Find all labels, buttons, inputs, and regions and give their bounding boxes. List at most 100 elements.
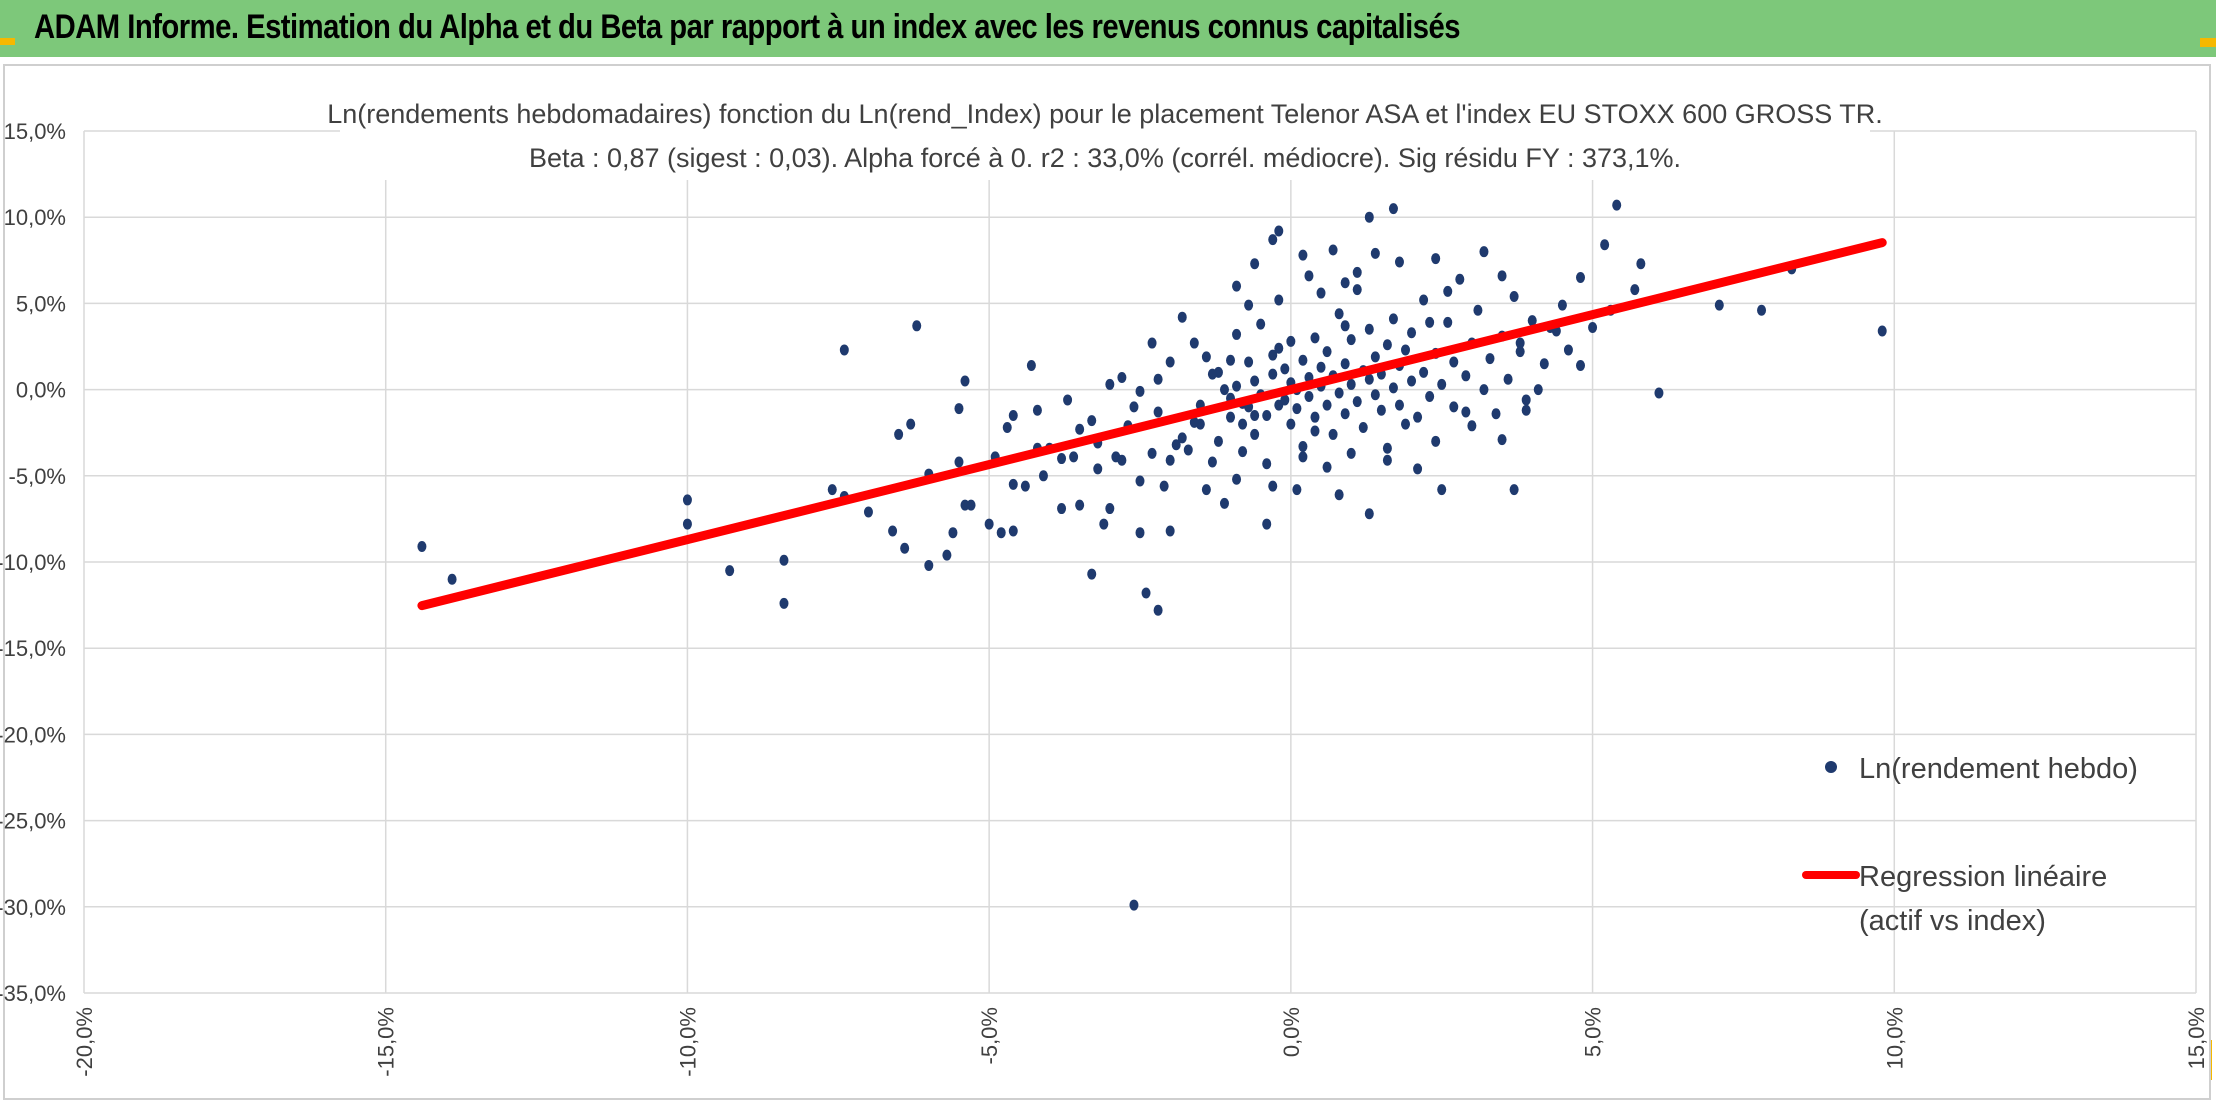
scatter-point xyxy=(1352,284,1362,296)
legend-regression-label-line1: Regression linéaire xyxy=(1859,861,2107,893)
scatter-point xyxy=(1437,378,1447,390)
scatter-point xyxy=(725,565,735,577)
scatter-point xyxy=(948,527,958,539)
scatter-point xyxy=(1316,361,1326,373)
scatter-point xyxy=(1382,339,1392,351)
scatter-point xyxy=(1376,404,1386,416)
scatter-point xyxy=(1298,451,1308,463)
scatter-point xyxy=(1425,316,1435,328)
scatter-point xyxy=(1576,272,1586,284)
scatter-point xyxy=(1533,384,1543,396)
scatter-point xyxy=(1714,299,1724,311)
scatter-point xyxy=(1328,244,1338,256)
scatter-point xyxy=(888,525,898,537)
scatter-point xyxy=(1075,423,1085,435)
regression-line xyxy=(417,238,1887,611)
scatter-point xyxy=(1407,375,1417,387)
scatter-point xyxy=(1274,294,1284,306)
scatter-point xyxy=(1364,508,1374,520)
scatter-point xyxy=(1539,358,1549,370)
scatter-point xyxy=(779,597,789,609)
y-tick-label: 0,0% xyxy=(16,378,66,403)
scatter-point xyxy=(1557,299,1567,311)
scatter-point xyxy=(1268,349,1278,361)
scatter-point xyxy=(1129,899,1139,911)
scatter-point xyxy=(1479,384,1489,396)
scatter-point xyxy=(1183,444,1193,456)
scatter-point xyxy=(1268,480,1278,492)
scatter-point xyxy=(1087,568,1097,580)
scatter-point xyxy=(1268,368,1278,380)
scatter-point xyxy=(1026,359,1036,371)
chart-frame xyxy=(3,64,2211,1100)
scatter-point xyxy=(1431,253,1441,265)
scatter-point xyxy=(1509,291,1519,303)
scatter-point xyxy=(1322,346,1332,358)
scatter-point xyxy=(1364,323,1374,335)
scatter-point xyxy=(1443,285,1453,297)
scatter-point xyxy=(1521,394,1531,406)
scatter-point xyxy=(1443,316,1453,328)
scatter-point xyxy=(1201,484,1211,496)
scatter-point xyxy=(1394,256,1404,268)
scatter-point xyxy=(1171,439,1181,451)
scatter-point xyxy=(1467,420,1477,432)
scatter-point xyxy=(1358,422,1368,434)
scatter-point xyxy=(894,428,904,440)
scatter-point xyxy=(1340,408,1350,420)
scatter-point xyxy=(1087,415,1097,427)
scatter-point xyxy=(863,506,873,518)
chart-title: Ln(rendements hebdomadaires) fonction du… xyxy=(327,99,1883,129)
x-tick-label: 5,0% xyxy=(1581,1007,1606,1057)
scatter-point xyxy=(1328,428,1338,440)
y-tick-label: -5,0% xyxy=(9,464,66,489)
scatter-point xyxy=(954,403,964,415)
scatter-point xyxy=(1057,503,1067,515)
scatter-point xyxy=(1479,246,1489,258)
scatter-point xyxy=(827,484,837,496)
scatter-point xyxy=(1105,378,1115,390)
y-tick-label: -20,0% xyxy=(0,722,66,747)
scatter-point xyxy=(906,418,916,430)
scatter-point xyxy=(1491,408,1501,420)
scatter-point xyxy=(682,518,692,530)
y-tick-label: -25,0% xyxy=(0,809,66,834)
scatter-point xyxy=(1437,484,1447,496)
scatter-point xyxy=(1401,418,1411,430)
legend: Ln(rendement hebdo) Regression linéaire … xyxy=(1802,753,2138,937)
scatter-point xyxy=(1334,308,1344,320)
scatter-point xyxy=(1563,344,1573,356)
scatter-point xyxy=(1352,396,1362,408)
scatter-point xyxy=(1038,470,1048,482)
scatter-point xyxy=(1147,337,1157,349)
scatter-point xyxy=(942,549,952,561)
scatter-point xyxy=(1509,484,1519,496)
scatter-point xyxy=(1449,401,1459,413)
scatter-point xyxy=(1177,311,1187,323)
scatter-point xyxy=(1600,239,1610,251)
scatter-point xyxy=(1069,451,1079,463)
scatter-point xyxy=(1008,409,1018,421)
scatter-point xyxy=(1292,484,1302,496)
scatter-point xyxy=(1250,375,1260,387)
scatter-point xyxy=(1521,404,1531,416)
scatter-point xyxy=(960,375,970,387)
y-tick-label: -15,0% xyxy=(0,636,66,661)
scatter-point xyxy=(1226,354,1236,366)
scatter-point xyxy=(1159,480,1169,492)
scatter-point xyxy=(1250,258,1260,270)
scatter-point xyxy=(1382,454,1392,466)
scatter-point xyxy=(1304,270,1314,282)
scatter-point xyxy=(924,559,934,571)
scatter-point xyxy=(1334,387,1344,399)
scatter-point xyxy=(1244,299,1254,311)
x-tick-label: -20,0% xyxy=(72,1007,97,1077)
scatter-point xyxy=(1340,277,1350,289)
scatter-point xyxy=(1413,463,1423,475)
regression-layer xyxy=(417,238,1887,611)
scatter-point xyxy=(1485,353,1495,365)
scatter-point xyxy=(1588,322,1598,334)
scatter-point xyxy=(1262,409,1272,421)
header-bar: ADAM Informe. Estimation du Alpha et du … xyxy=(0,0,2216,57)
